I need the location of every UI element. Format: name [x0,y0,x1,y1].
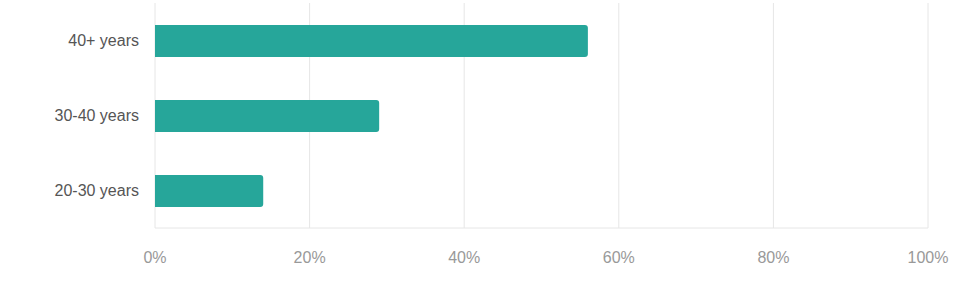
svg-text:60%: 60% [603,249,635,266]
svg-text:30-40 years: 30-40 years [55,107,140,124]
svg-text:0%: 0% [143,249,166,266]
svg-text:20%: 20% [294,249,326,266]
svg-text:20-30 years: 20-30 years [55,182,140,199]
svg-text:40%: 40% [448,249,480,266]
svg-text:40+ years: 40+ years [68,32,139,49]
svg-text:80%: 80% [757,249,789,266]
svg-text:100%: 100% [908,249,949,266]
